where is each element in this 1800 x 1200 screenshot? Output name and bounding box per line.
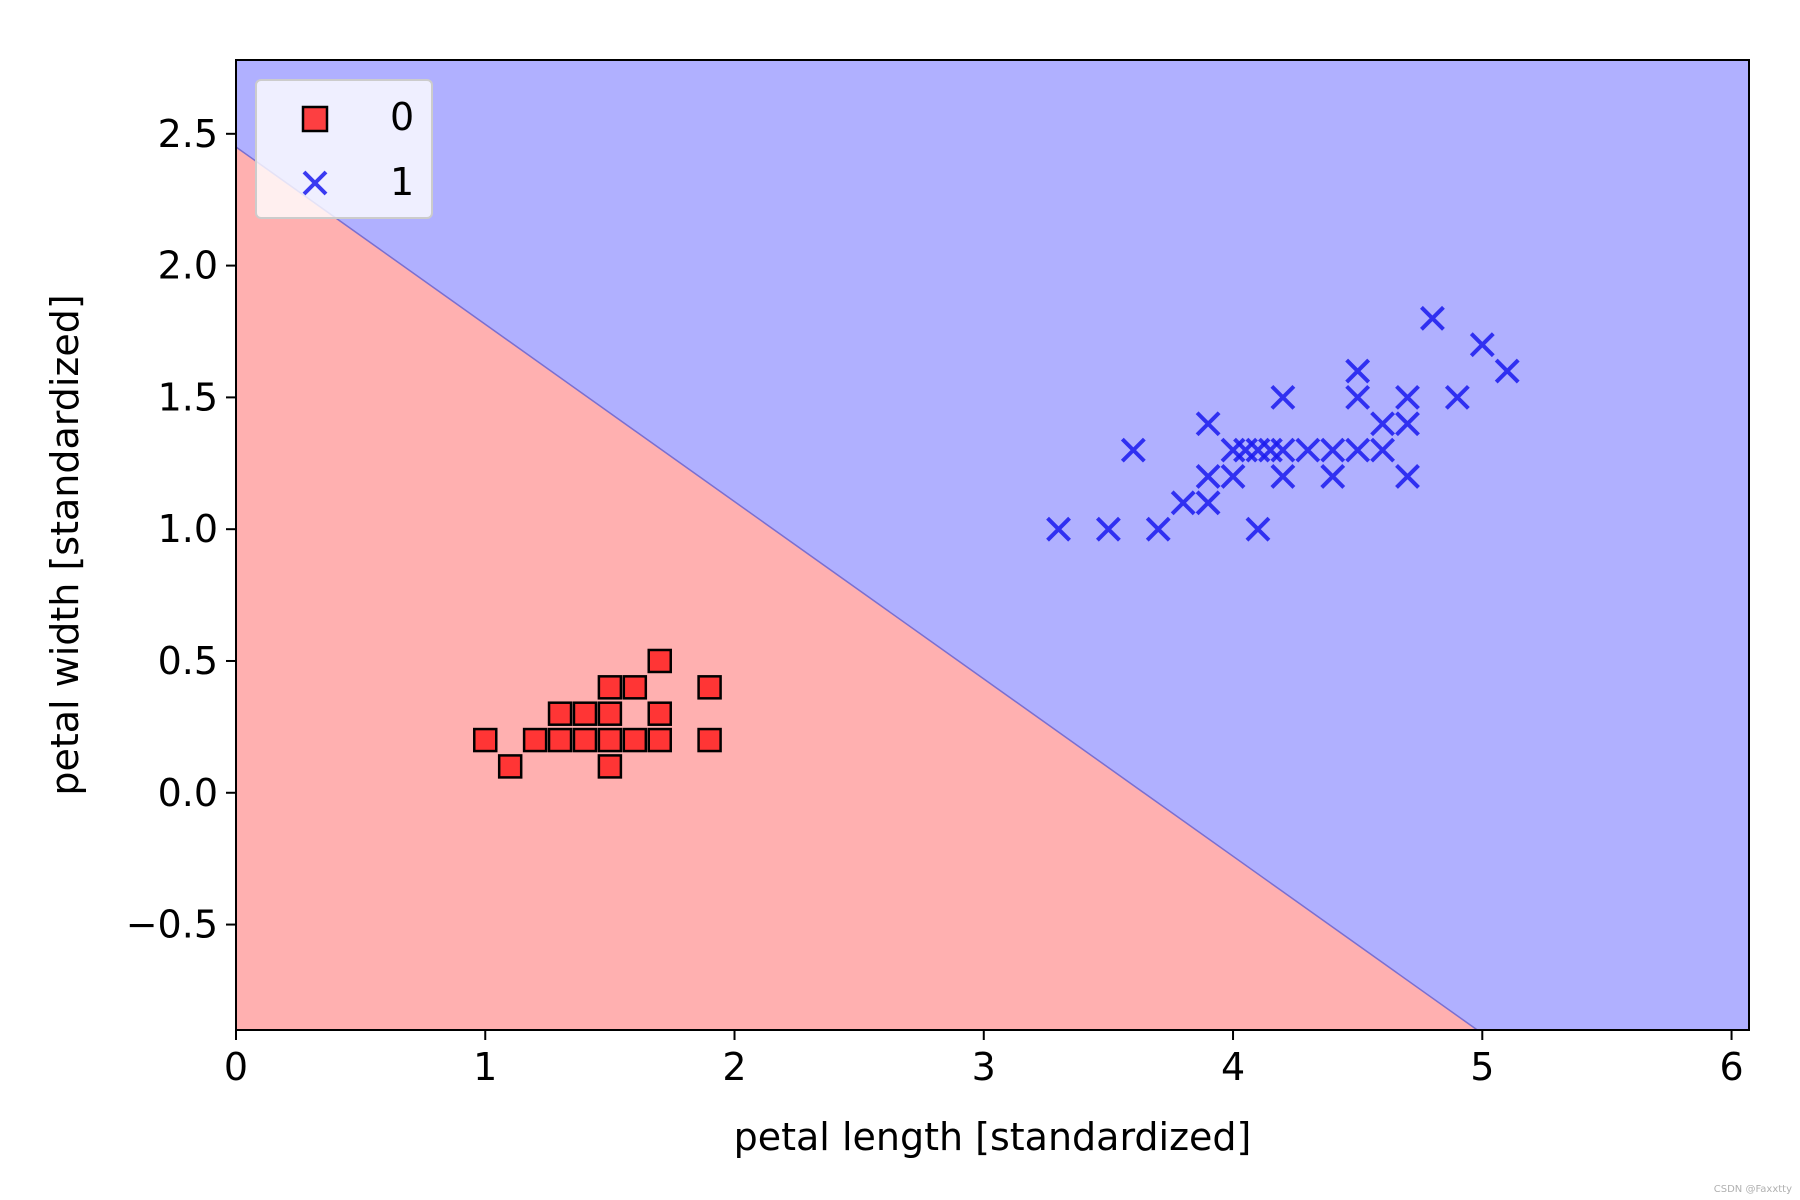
legend-label-class-0: 0: [390, 95, 414, 139]
y-tick-label: 0.0: [158, 771, 218, 815]
legend-label-class-1: 1: [390, 160, 414, 204]
point-class-0: [597, 701, 623, 726]
point-class-0: [697, 675, 722, 700]
point-class-0: [572, 701, 598, 726]
point-class-1: [1395, 384, 1420, 410]
legend-marker-class-1: [302, 170, 328, 196]
point-class-0: [473, 727, 498, 753]
point-class-1: [1245, 516, 1271, 542]
y-tick-label: −0.5: [126, 903, 218, 947]
scatter-points: [473, 305, 1520, 779]
point-class-1: [1145, 516, 1171, 542]
point-class-1: [1370, 411, 1396, 437]
point-class-0: [547, 727, 573, 753]
point-class-1: [1233, 437, 1258, 463]
point-class-0: [647, 727, 672, 753]
point-class-1: [1120, 437, 1146, 463]
point-class-0: [647, 648, 672, 674]
legend-box: [255, 79, 433, 219]
y-axis: −0.5 0.0 0.5 1.0 1.5 2.0 2.5: [126, 112, 236, 947]
point-class-1: [1444, 384, 1470, 410]
decision-boundary-line: [235, 146, 1478, 1031]
x-tick-label: 3: [972, 1045, 996, 1089]
x-tick-label: 1: [473, 1045, 497, 1089]
point-class-1: [1258, 437, 1283, 463]
point-class-1: [1469, 332, 1495, 358]
point-class-1: [1320, 437, 1346, 463]
watermark-text: CSDN @Faxxtty: [1714, 1184, 1792, 1195]
x-axis: 0 1 2 3 4 5 6: [224, 1030, 1744, 1089]
x-tick-label: 2: [722, 1045, 746, 1089]
point-class-1: [1320, 464, 1346, 489]
point-class-1: [1095, 516, 1121, 542]
point-class-1: [1395, 464, 1420, 489]
x-tick-label: 4: [1221, 1045, 1245, 1089]
point-class-1: [1345, 358, 1371, 384]
y-tick-label: 0.5: [158, 639, 218, 683]
point-class-0: [697, 727, 722, 753]
point-class-0: [597, 754, 623, 779]
y-axis-title: petal width [standardized]: [43, 294, 87, 795]
x-tick-label: 6: [1719, 1045, 1743, 1089]
point-class-1: [1370, 437, 1396, 463]
point-class-1: [1046, 516, 1071, 542]
legend: 01: [255, 79, 433, 219]
point-class-1: [1395, 411, 1420, 437]
legend-marker-class-0: [301, 105, 329, 133]
x-tick-label: 5: [1470, 1045, 1494, 1089]
point-class-1: [1420, 305, 1445, 331]
plot-frame: [235, 59, 1750, 1031]
x-axis-title: petal length [standardized]: [734, 1115, 1252, 1159]
decision-regions: [235, 60, 1749, 1031]
point-class-0: [522, 727, 548, 753]
point-class-1: [1494, 358, 1520, 384]
point-class-1: [1270, 464, 1296, 489]
point-class-1: [1170, 490, 1196, 516]
point-class-1: [1195, 490, 1221, 516]
point-class-0: [622, 675, 648, 700]
y-tick-label: 1.0: [158, 507, 218, 551]
point-class-1: [1195, 464, 1221, 489]
point-class-0: [647, 701, 672, 726]
point-class-1: [1270, 384, 1296, 410]
point-class-1: [1295, 437, 1321, 463]
point-class-0: [547, 701, 573, 726]
point-class-1: [1220, 464, 1246, 489]
y-tick-label: 2.0: [158, 244, 218, 288]
point-class-0: [497, 754, 523, 779]
point-class-0: [597, 675, 623, 700]
point-class-0: [622, 727, 648, 753]
point-class-1: [1345, 437, 1371, 463]
point-class-0: [572, 727, 598, 753]
point-class-1: [1195, 411, 1221, 437]
y-tick-label: 2.5: [158, 112, 218, 156]
point-class-0: [597, 727, 623, 753]
x-tick-label: 0: [224, 1045, 248, 1089]
point-class-1: [1345, 384, 1371, 410]
y-tick-label: 1.5: [158, 375, 218, 419]
